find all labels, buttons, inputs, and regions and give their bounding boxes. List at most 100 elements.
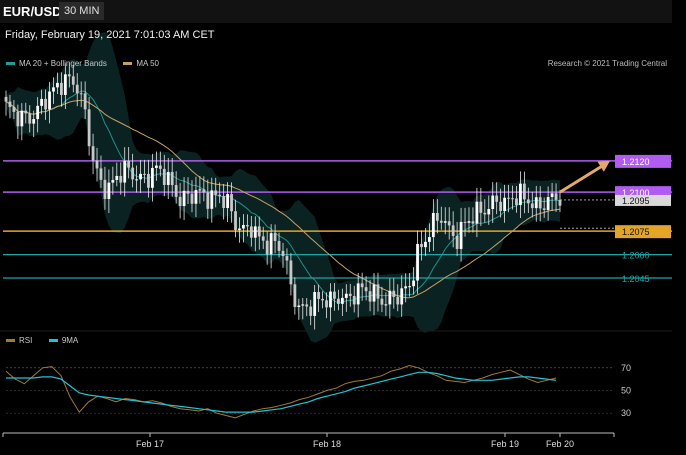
candle-body [511, 198, 514, 200]
candle-body [170, 171, 174, 186]
candle-body [234, 211, 237, 231]
candle-body [447, 221, 451, 226]
candle-body [206, 192, 210, 209]
candle-body [222, 196, 226, 208]
candle-body [186, 190, 190, 194]
candle-body [558, 199, 562, 206]
candle-body [99, 168, 103, 180]
rsi-ma-swatch [48, 339, 58, 343]
candle-body [388, 290, 392, 305]
candle-body [48, 91, 51, 110]
candle-body [36, 105, 40, 120]
price-tags: 1.2120 1.2100 1.2075 1.2060 1.2045 1.2095 [560, 154, 671, 284]
candle-body [293, 284, 297, 307]
candle-body [143, 173, 146, 175]
level-tag-box [615, 225, 671, 239]
candle-body [32, 119, 36, 124]
candle-body [226, 194, 229, 208]
ma50-line [5, 99, 561, 299]
candle-body [495, 195, 499, 202]
candle-body [439, 220, 443, 223]
candle-body [348, 293, 352, 297]
candle-body [356, 283, 360, 305]
candle-body [384, 304, 388, 306]
candle-body [285, 256, 289, 261]
candle-body [56, 82, 59, 88]
candle-body [538, 197, 542, 209]
x-tick-label: Feb 20 [546, 439, 574, 449]
candle-body [249, 226, 253, 238]
candle-body [273, 233, 277, 241]
level-tag-label: 1.2120 [622, 157, 650, 167]
candle-body [166, 171, 170, 185]
bollinger-band-fill [6, 31, 560, 343]
price-legend: MA 20 + Bollinger Bands MA 50 [6, 59, 159, 68]
candle-body [554, 193, 558, 200]
candle-body [337, 298, 340, 304]
candle-body [218, 194, 222, 197]
candle-body [194, 190, 198, 204]
bollinger-band-area [6, 31, 560, 343]
candle-body [154, 165, 158, 168]
candle-body [277, 240, 281, 251]
candle-body [546, 196, 550, 210]
candle-body [344, 293, 348, 298]
candle-body [16, 111, 20, 127]
candle-body [261, 236, 265, 241]
candle-body [71, 76, 75, 85]
candle-body [483, 212, 487, 215]
candle-body [253, 226, 257, 238]
candle-body [443, 221, 447, 223]
candle-body [91, 146, 95, 161]
candle-body [467, 221, 471, 223]
forecast-arrow [559, 160, 610, 194]
candle-body [376, 284, 380, 299]
candle-body [242, 225, 245, 229]
forecast-arrow-head [597, 160, 610, 172]
candle-body [20, 110, 24, 127]
candle-body [238, 228, 241, 231]
timeframe-button[interactable]: 30 MIN [59, 2, 105, 20]
bollinger-swatch [6, 62, 15, 66]
candle-body [44, 98, 47, 110]
level-tag-label: 1.2060 [622, 251, 650, 261]
candle-body [83, 93, 87, 110]
candle-body [479, 201, 483, 213]
candle-body [317, 292, 321, 299]
candle-body [424, 241, 427, 248]
candle-body [499, 201, 503, 211]
level-tag-label: 1.2045 [622, 274, 650, 284]
candle-body [214, 190, 218, 195]
candle-body [257, 226, 261, 237]
candle-body [333, 291, 336, 299]
ma50-swatch [123, 62, 133, 66]
candle-body [487, 209, 491, 215]
candle-body [245, 225, 249, 227]
candle-body [503, 197, 506, 211]
candle-body [12, 106, 16, 112]
candle-body [67, 74, 71, 77]
candle-body [309, 306, 313, 316]
candle-body [210, 190, 214, 209]
rsi-panel: 30 50 70 [0, 330, 672, 419]
rsi-legend-label: RSI [19, 336, 33, 345]
candle-body [451, 225, 455, 236]
candle-body [123, 160, 127, 183]
level-tag-label: 1.2075 [622, 227, 650, 237]
candle-body [515, 198, 518, 206]
candle-body [115, 175, 119, 180]
candle-body [435, 212, 439, 221]
x-tick-label: Feb 19 [491, 439, 519, 449]
candle-body [404, 286, 408, 289]
copyright-note: Research © 2021 Trading Central [547, 59, 667, 68]
current-price-label: 1.2095 [622, 196, 650, 206]
candle-body [431, 212, 435, 238]
candle-body [313, 292, 317, 316]
current-price-box [615, 194, 671, 206]
candle-body [459, 221, 463, 249]
candle-body [396, 296, 400, 305]
candle-body [28, 113, 32, 124]
candle-body [190, 193, 194, 204]
candle-body [519, 183, 522, 206]
candle-body [408, 286, 412, 288]
